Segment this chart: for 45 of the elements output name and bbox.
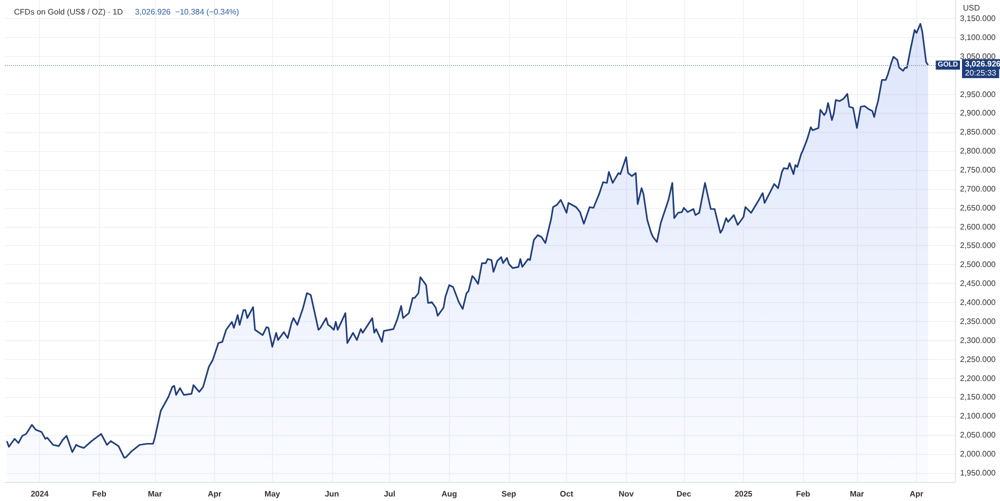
text: 3,026.926 −10.384 (−0.34%) bbox=[135, 8, 240, 16]
x-tick-label: Oct bbox=[560, 490, 574, 498]
x-tick-label: Mar bbox=[148, 490, 162, 498]
y-tick-label: 2,450.000 bbox=[960, 279, 996, 288]
y-tick-label: 2,350.000 bbox=[960, 316, 996, 326]
y-tick-label: 2,650.000 bbox=[960, 203, 996, 212]
y-tick-label: 2,050.000 bbox=[960, 430, 996, 440]
y-tick-label: 2,700.000 bbox=[960, 184, 996, 194]
y-tick-label: 2,900.000 bbox=[960, 108, 996, 118]
y-tick-label: 2,100.000 bbox=[960, 412, 996, 421]
x-tick-label: Apr bbox=[208, 490, 222, 498]
x-tick-label: Apr bbox=[910, 490, 924, 498]
text: 20:25:33 bbox=[965, 68, 997, 78]
x-tick-label: Aug bbox=[441, 490, 458, 498]
y-tick-label: 2,950.000 bbox=[960, 90, 996, 99]
y-tick-label: 2,500.000 bbox=[960, 260, 996, 270]
y-tick-label: 1,950.000 bbox=[960, 468, 996, 478]
text: CFDs on Gold (US$ / OZ) · 1D bbox=[14, 8, 124, 16]
x-tick-label: Jun bbox=[324, 490, 340, 498]
y-tick-label: 2,400.000 bbox=[960, 298, 996, 308]
y-tick-label: 3,050.000 bbox=[960, 52, 996, 61]
y-tick-label: 3,100.000 bbox=[960, 32, 996, 42]
y-tick-label: 3,150.000 bbox=[960, 14, 996, 24]
y-tick-label: 2,750.000 bbox=[960, 166, 996, 175]
x-tick-label: Dec bbox=[676, 490, 692, 498]
y-tick-label: 2,200.000 bbox=[960, 374, 996, 383]
x-tick-label: Sep bbox=[502, 490, 516, 498]
y-tick-label: 2,300.000 bbox=[960, 336, 996, 345]
x-tick-label: Jul bbox=[384, 490, 396, 498]
y-tick-label: 2,000.000 bbox=[960, 449, 996, 458]
y-tick-label: 2,250.000 bbox=[960, 354, 996, 364]
text: 3,026.926 bbox=[965, 60, 1000, 69]
x-tick-label: 2024 bbox=[30, 490, 50, 498]
y-tick-label: 2,850.000 bbox=[960, 128, 996, 137]
x-tick-label: Mar bbox=[850, 490, 864, 498]
x-tick-label: Feb bbox=[796, 490, 810, 498]
y-axis-title: USD bbox=[963, 4, 980, 12]
y-tick-label: 2,550.000 bbox=[960, 241, 996, 250]
x-tick-label: May bbox=[264, 490, 281, 498]
y-tick-label: 2,800.000 bbox=[960, 146, 996, 156]
x-tick-label: Feb bbox=[92, 490, 106, 498]
y-tick-label: 2,150.000 bbox=[960, 392, 996, 402]
x-tick-label: 2025 bbox=[734, 490, 753, 498]
x-tick-label: Nov bbox=[618, 490, 634, 498]
y-tick-label: 2,600.000 bbox=[960, 222, 996, 232]
